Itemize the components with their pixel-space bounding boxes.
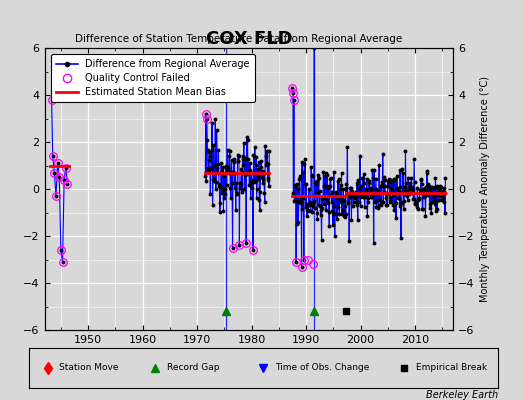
Text: Record Gap: Record Gap	[167, 364, 220, 372]
Y-axis label: Monthly Temperature Anomaly Difference (°C): Monthly Temperature Anomaly Difference (…	[480, 76, 490, 302]
Text: Difference of Station Temperature Data from Regional Average: Difference of Station Temperature Data f…	[75, 34, 402, 44]
Legend: Difference from Regional Average, Quality Control Failed, Estimated Station Mean: Difference from Regional Average, Qualit…	[51, 54, 255, 102]
Text: Berkeley Earth: Berkeley Earth	[425, 390, 498, 400]
Text: Time of Obs. Change: Time of Obs. Change	[275, 364, 369, 372]
Title: COX FLD: COX FLD	[205, 30, 292, 48]
Text: Station Move: Station Move	[59, 364, 119, 372]
Text: Empirical Break: Empirical Break	[416, 364, 487, 372]
